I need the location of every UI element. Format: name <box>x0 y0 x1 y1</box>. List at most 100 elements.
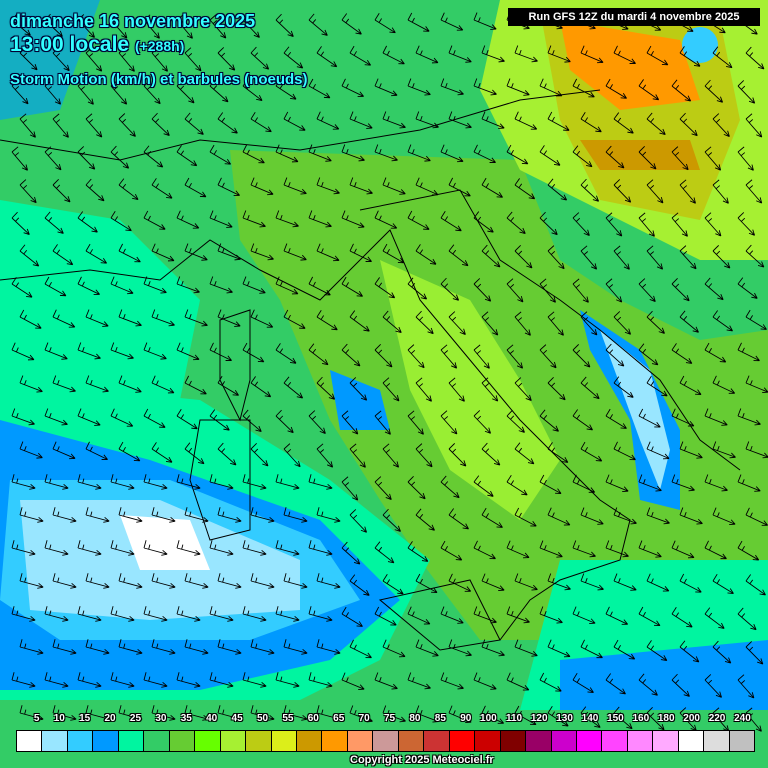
wind-arrow <box>514 45 538 63</box>
wind-arrow <box>572 409 593 431</box>
wind-arrow <box>19 639 44 655</box>
field-10-adriatic <box>600 330 670 490</box>
wind-arrow <box>283 243 307 261</box>
field-60b <box>580 140 700 170</box>
wind-arrow <box>704 474 728 492</box>
legend-label: 75 <box>383 713 396 724</box>
wind-arrow <box>539 540 563 558</box>
legend-label: 65 <box>333 713 345 724</box>
wind-arrow <box>176 474 201 490</box>
wind-arrow <box>547 245 565 270</box>
wind-arrow <box>217 243 241 261</box>
wind-arrow <box>44 146 62 171</box>
wind-arrow <box>176 408 198 430</box>
wind-arrow <box>448 443 467 467</box>
wind-arrow <box>646 573 670 592</box>
wind-arrow <box>737 212 756 236</box>
wind-arrow <box>77 80 94 105</box>
wind-arrow <box>374 410 391 435</box>
wind-arrow <box>308 410 326 434</box>
wind-arrow <box>77 211 98 233</box>
wind-arrow <box>151 442 173 463</box>
wind-arrow <box>440 78 464 96</box>
wind-arrow <box>217 507 242 523</box>
wind-arrow <box>143 672 168 688</box>
wind-arrow <box>506 409 525 433</box>
wind-arrow <box>382 705 406 723</box>
wind-arrow <box>308 13 328 36</box>
wind-arrow <box>638 278 656 303</box>
wind-arrow <box>143 474 168 490</box>
forecast-time: 13:00 locale (+288h) <box>10 33 184 57</box>
wind-arrow <box>704 79 724 103</box>
wind-arrow <box>382 111 406 129</box>
wind-arrow <box>679 245 697 270</box>
wind-arrow <box>481 705 505 724</box>
legend-label: 220 <box>708 713 726 724</box>
wind-arrow <box>184 375 207 395</box>
wind-arrow <box>77 474 102 490</box>
wind-arrow <box>580 441 603 462</box>
wind-arrow <box>481 507 503 528</box>
wind-arrow <box>308 78 331 99</box>
wind-arrow <box>679 112 698 137</box>
legend-label: 200 <box>683 713 700 724</box>
wind-arrow <box>671 673 690 697</box>
wind-arrow <box>514 442 535 465</box>
wind-arrow <box>242 672 267 688</box>
wind-arrow <box>85 507 110 523</box>
wind-arrow <box>580 111 602 133</box>
wind-arrow <box>118 573 143 589</box>
wind-arrow <box>646 179 664 204</box>
wind-arrow <box>349 574 370 596</box>
wind-arrow <box>143 342 167 360</box>
wind-arrow <box>275 79 297 100</box>
wind-arrow <box>704 674 722 698</box>
wind-arrow <box>217 573 242 589</box>
wind-arrow <box>440 144 464 163</box>
wind-arrow <box>85 113 103 138</box>
wind-arrow <box>118 47 135 72</box>
wind-arrow <box>613 507 637 525</box>
wind-arrow <box>308 474 333 490</box>
legend-swatch <box>729 731 755 751</box>
wind-arrow <box>275 672 300 688</box>
wind-arrow <box>143 210 166 230</box>
legend-swatch <box>526 731 552 751</box>
wind-arrow <box>209 606 234 622</box>
wind-arrow <box>275 210 299 228</box>
wind-arrow <box>580 706 601 728</box>
legend-swatch <box>42 731 68 751</box>
wind-arrow <box>539 606 563 624</box>
wind-arrow <box>349 45 372 66</box>
wind-arrow <box>374 344 393 368</box>
wind-arrow <box>184 309 208 327</box>
wind-arrow <box>19 375 43 393</box>
legend-label: 85 <box>434 713 446 724</box>
legend-swatch <box>475 731 501 751</box>
wind-arrow <box>679 375 702 395</box>
wind-arrow <box>283 376 304 399</box>
wind-arrow <box>704 607 725 629</box>
legend-swatch <box>678 731 705 751</box>
wind-arrow <box>316 243 340 262</box>
wind-arrow <box>745 113 763 138</box>
wind-arrow <box>638 79 660 101</box>
wind-arrow <box>217 375 239 396</box>
wind-arrow <box>209 276 233 294</box>
wind-arrow <box>184 112 204 135</box>
wind-arrow <box>151 112 170 137</box>
wind-arrow <box>242 79 263 102</box>
wind-arrow <box>349 509 368 533</box>
wind-arrow <box>250 376 272 398</box>
wind-arrow <box>85 639 110 655</box>
wind-arrow <box>415 45 439 64</box>
wind-arrow <box>250 507 275 523</box>
wind-arrow <box>547 706 569 727</box>
wind-arrow <box>217 177 240 196</box>
wind-arrow <box>110 474 135 490</box>
wind-arrow <box>448 705 472 724</box>
wind-arrow <box>415 310 434 335</box>
legend-swatch <box>271 731 297 751</box>
wind-arrow <box>118 178 139 201</box>
